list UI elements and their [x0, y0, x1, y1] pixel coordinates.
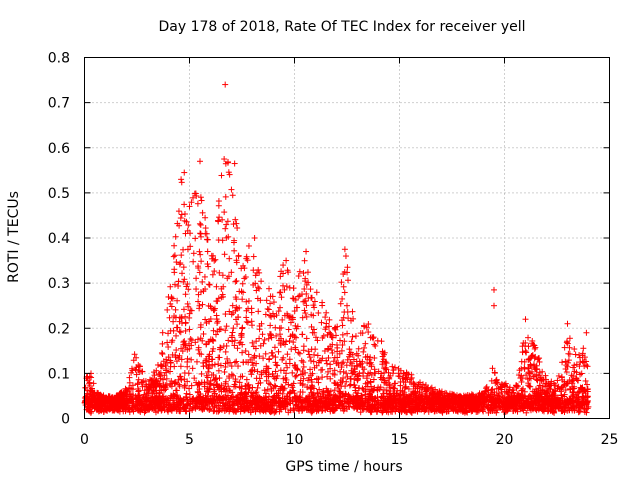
data-point [324, 373, 331, 380]
data-point [300, 298, 307, 305]
data-point [165, 330, 172, 337]
y-tick-label: 0.4 [48, 231, 70, 247]
data-point [184, 300, 191, 307]
data-point [523, 372, 530, 379]
data-point [192, 235, 199, 242]
data-point [229, 338, 236, 345]
data-point [239, 296, 246, 303]
data-point [262, 311, 269, 318]
data-point [205, 281, 212, 288]
y-axis-label: ROTI / TECUs [6, 191, 22, 283]
data-point [305, 348, 312, 355]
data-point [341, 289, 348, 296]
data-point [248, 371, 255, 378]
data-point [286, 337, 293, 344]
data-point [316, 386, 323, 393]
data-point [202, 316, 209, 323]
data-point [195, 291, 202, 298]
x-tick-label: 25 [601, 432, 619, 448]
data-point [200, 330, 207, 337]
x-tick-label: 20 [496, 432, 514, 448]
y-tick-label: 0 [61, 412, 70, 428]
data-point [269, 310, 276, 317]
data-point [311, 298, 318, 305]
data-point [243, 376, 250, 383]
data-point [170, 318, 177, 325]
data-point [323, 309, 330, 316]
y-tick-label: 0.1 [48, 366, 70, 382]
y-tick-label: 0.8 [48, 51, 70, 67]
data-point [340, 359, 347, 366]
y-tick-label: 0.7 [48, 96, 70, 112]
data-point [234, 321, 241, 328]
x-tick-label: 10 [286, 432, 304, 448]
y-tick-label: 0.5 [48, 186, 70, 202]
data-point [349, 333, 356, 340]
x-axis-label: GPS time / hours [285, 459, 402, 475]
data-point [209, 362, 216, 369]
data-point [222, 311, 229, 318]
data-point [166, 314, 173, 321]
data-point [323, 360, 330, 367]
data-point [234, 225, 241, 232]
data-point [178, 356, 185, 363]
y-tick-labels: 0 0.1 0.2 0.3 0.4 0.5 0.6 0.7 0.8 [48, 51, 70, 428]
data-point [177, 215, 184, 222]
data-point [195, 265, 202, 272]
y-tick-label: 0.2 [48, 321, 70, 337]
data-point [199, 278, 206, 285]
data-point [209, 271, 216, 278]
data-point [269, 352, 276, 359]
data-point [275, 348, 282, 355]
y-tick-label: 0.6 [48, 141, 70, 157]
data-point [190, 194, 197, 201]
data-point [221, 368, 228, 375]
data-point [276, 289, 283, 296]
data-point [193, 358, 200, 365]
data-point [338, 364, 345, 371]
chart-title: Day 178 of 2018, Rate Of TEC Index for r… [158, 19, 525, 35]
data-point [272, 368, 279, 375]
data-point [213, 283, 220, 290]
data-point [554, 377, 561, 384]
data-point [357, 409, 364, 416]
data-point [291, 362, 298, 369]
data-point [199, 337, 206, 344]
data-points [81, 81, 592, 416]
data-point [204, 260, 211, 267]
data-point [296, 268, 303, 275]
data-point [174, 324, 181, 331]
y-tick-label: 0.3 [48, 276, 70, 292]
data-point [223, 323, 230, 330]
x-tick-label: 15 [391, 432, 409, 448]
data-point [280, 375, 287, 382]
data-point [301, 307, 308, 314]
data-point [186, 345, 193, 352]
data-point [233, 358, 240, 365]
data-point [234, 345, 241, 352]
data-point [253, 338, 260, 345]
x-tick-label: 0 [80, 432, 89, 448]
data-point [173, 332, 180, 339]
data-point [260, 355, 267, 362]
data-point [276, 331, 283, 338]
x-tick-label: 5 [185, 432, 194, 448]
data-point [173, 347, 180, 354]
data-point [258, 278, 265, 285]
data-point [254, 384, 261, 391]
data-point [265, 335, 272, 342]
data-point [290, 339, 297, 346]
data-point [193, 275, 200, 282]
